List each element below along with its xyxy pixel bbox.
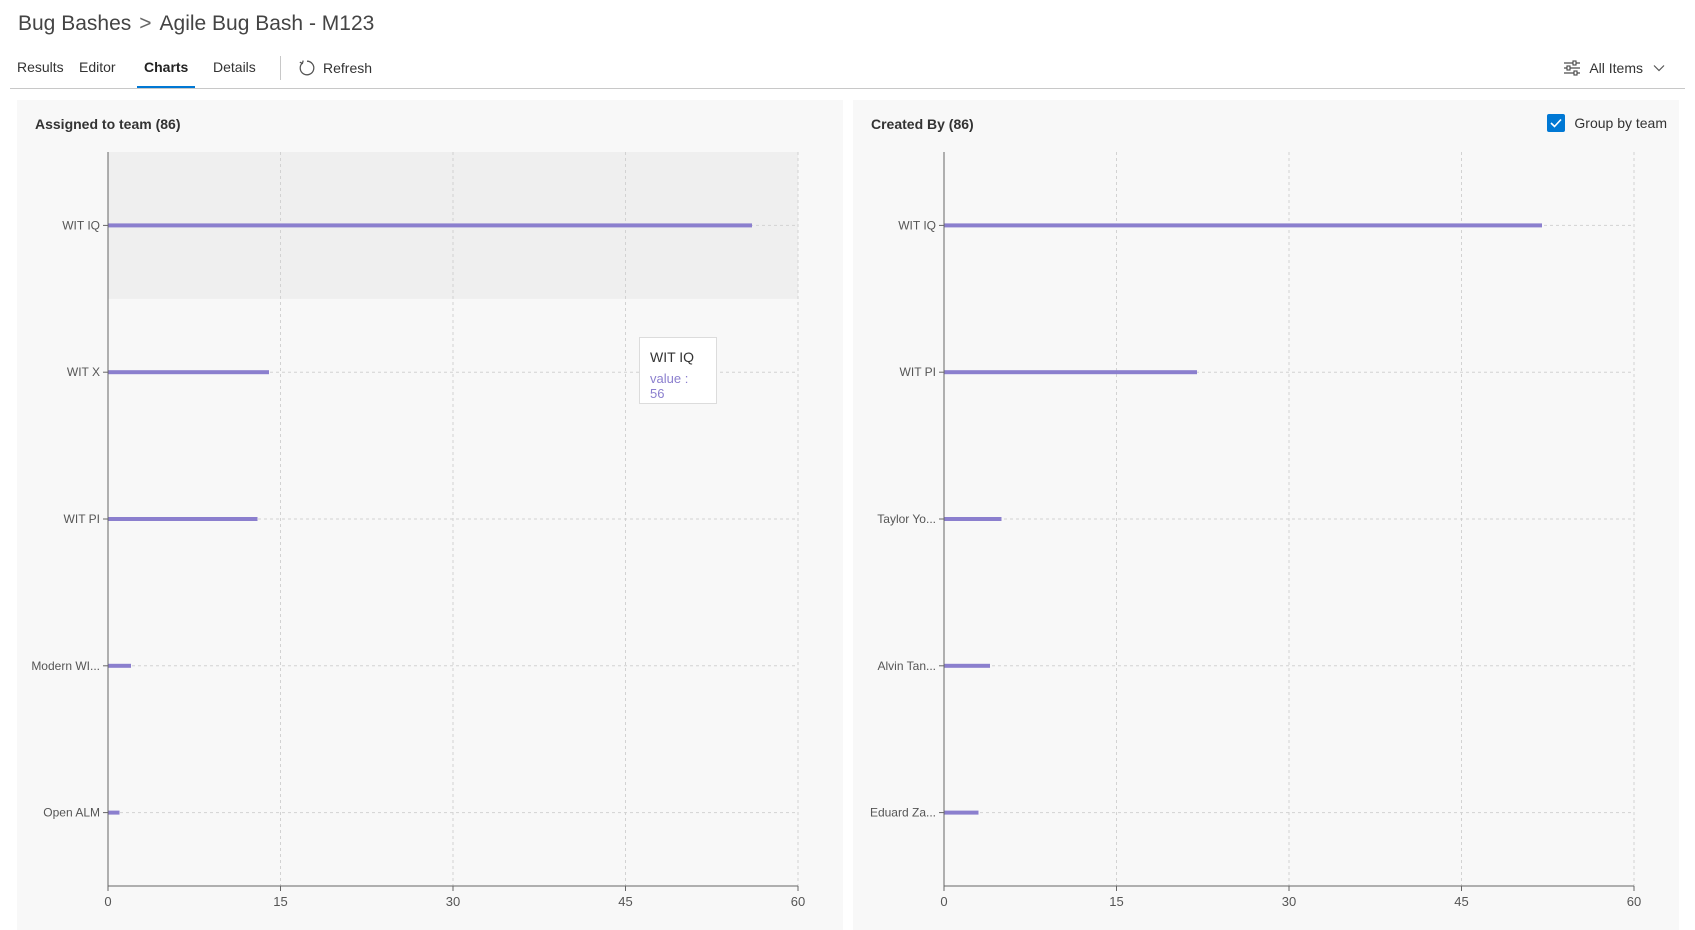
tab-bar: Results Editor Charts Details Refresh Al…: [10, 50, 1685, 89]
x-tick-label: 30: [446, 894, 460, 909]
bar: [944, 810, 979, 815]
y-tick-label: WIT PI: [64, 512, 100, 526]
tab-results[interactable]: Results: [17, 59, 64, 75]
assigned-to-team-panel: Assigned to team (86) 0 15 30 45 60 WIT IQ WIT…: [17, 100, 843, 930]
x-tick-label: 60: [791, 894, 805, 909]
y-tick-label: Taylor Yo...: [877, 512, 936, 526]
bar: [944, 517, 1002, 521]
y-tick-label: Open ALM: [43, 806, 100, 820]
group-by-team-label: Group by team: [1574, 115, 1667, 131]
tooltip-value-number: 56: [650, 386, 665, 401]
breadcrumb-current: Agile Bug Bash - M123: [159, 12, 375, 35]
x-tick-label: 0: [940, 894, 947, 909]
panel-title: Created By (86): [871, 116, 974, 132]
x-tick-label: 15: [273, 894, 287, 909]
y-tick-label: WIT X: [67, 365, 100, 379]
bar: [944, 370, 1197, 375]
breadcrumb-parent[interactable]: Bug Bashes: [18, 12, 132, 35]
x-tick-label: 60: [1627, 894, 1641, 909]
y-tick-label: Eduard Za...: [870, 806, 936, 820]
bar: [108, 810, 120, 815]
tooltip-value: value : 56: [650, 371, 689, 401]
checkbox-checked-icon: [1547, 114, 1566, 132]
x-tick-label: 45: [618, 894, 632, 909]
x-tick-label: 15: [1109, 894, 1123, 909]
group-by-team-checkbox[interactable]: Group by team: [1547, 114, 1667, 132]
bar: [108, 517, 258, 521]
refresh-label: Refresh: [323, 60, 373, 76]
tooltip-value-label: value: [650, 371, 682, 386]
bar: [108, 223, 752, 228]
assigned-to-team-chart: 0 15 30 45 60 WIT IQ WIT X WIT PI Modern WI... Op…: [31, 152, 805, 909]
x-tick-label: 30: [1282, 894, 1296, 909]
all-items-dropdown[interactable]: All Items: [1563, 50, 1665, 86]
bar: [944, 663, 990, 668]
y-tick-label: Modern WI...: [31, 659, 100, 673]
chart-tooltip: WIT IQ value : 56: [639, 337, 717, 404]
tab-charts[interactable]: Charts: [137, 50, 196, 88]
bar: [944, 223, 1542, 228]
y-tick-label: WIT IQ: [62, 218, 100, 232]
breadcrumb: Bug Bashes > Agile Bug Bash - M123: [18, 12, 374, 36]
chevron-down-icon: [1653, 65, 1665, 72]
tab-details[interactable]: Details: [213, 59, 256, 75]
refresh-icon: [299, 60, 315, 76]
filter-settings-icon: [1564, 60, 1581, 76]
breadcrumb-separator: >: [139, 12, 152, 35]
y-tick-label: WIT IQ: [898, 218, 936, 232]
created-by-panel: Created By (86) Group by team 0 15 30 45 60 W…: [853, 100, 1679, 930]
tooltip-title: WIT IQ: [650, 349, 695, 365]
all-items-label: All Items: [1589, 60, 1643, 76]
y-tick-label: Alvin Tan...: [878, 659, 936, 673]
bar: [108, 370, 269, 375]
refresh-button[interactable]: Refresh: [298, 50, 372, 86]
created-by-chart: 0 15 30 45 60 WIT IQ WIT PI Taylor Yo... Alvin T…: [870, 152, 1641, 909]
panel-title: Assigned to team (86): [35, 116, 181, 132]
y-tick-label: WIT PI: [900, 365, 936, 379]
bar: [108, 663, 131, 668]
x-tick-label: 0: [104, 894, 111, 909]
toolbar-divider: [280, 56, 281, 80]
tab-editor[interactable]: Editor: [79, 59, 116, 75]
x-tick-label: 45: [1454, 894, 1468, 909]
